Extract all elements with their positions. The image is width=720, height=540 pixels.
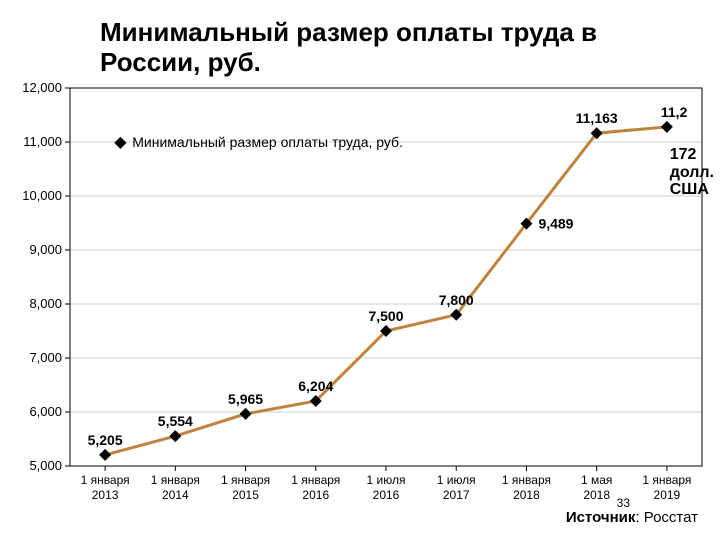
svg-text:9,000: 9,000 xyxy=(29,242,62,257)
svg-text:Минимальный размер оплаты труд: Минимальный размер оплаты труда, руб. xyxy=(132,134,403,150)
svg-text:1 января: 1 января xyxy=(81,473,130,487)
svg-text:9,489: 9,489 xyxy=(538,216,573,232)
svg-text:2016: 2016 xyxy=(302,488,329,502)
source-value: Росстат xyxy=(644,509,698,526)
svg-text:2013: 2013 xyxy=(92,488,119,502)
svg-text:1 января: 1 января xyxy=(151,473,200,487)
svg-text:1 января: 1 января xyxy=(221,473,270,487)
line-chart: 5,000 6,000 7,000 8,000 9,000 10,000 11,000 12,… xyxy=(0,0,720,540)
svg-text:2018: 2018 xyxy=(583,488,610,502)
svg-text:6,204: 6,204 xyxy=(298,378,333,394)
svg-text:1 января: 1 января xyxy=(502,473,551,487)
svg-text:1 июля: 1 июля xyxy=(367,473,406,487)
svg-text:2016: 2016 xyxy=(373,488,400,502)
svg-text:10,000: 10,000 xyxy=(22,188,62,203)
svg-text:11,163: 11,163 xyxy=(576,110,618,126)
svg-text:7,500: 7,500 xyxy=(368,308,403,324)
page-number: 33 xyxy=(617,496,630,510)
svg-text:11,000: 11,000 xyxy=(23,134,62,149)
svg-text:5,554: 5,554 xyxy=(158,413,193,429)
svg-text:1 мая: 1 мая xyxy=(581,473,612,487)
svg-text:8,000: 8,000 xyxy=(29,296,62,311)
svg-text:2017: 2017 xyxy=(443,488,470,502)
svg-text:6,000: 6,000 xyxy=(29,404,62,419)
svg-text:7,000: 7,000 xyxy=(29,350,62,365)
svg-text:2018: 2018 xyxy=(513,488,540,502)
source-label: Источник xyxy=(566,509,636,526)
svg-text:2015: 2015 xyxy=(232,488,259,502)
svg-text:5,205: 5,205 xyxy=(88,432,123,448)
svg-text:2014: 2014 xyxy=(162,488,189,502)
svg-text:2019: 2019 xyxy=(654,488,681,502)
svg-text:5,965: 5,965 xyxy=(228,391,263,407)
svg-text:12,000: 12,000 xyxy=(22,80,62,95)
svg-text:7,800: 7,800 xyxy=(439,292,474,308)
svg-text:1 января: 1 января xyxy=(642,473,691,487)
svg-text:1 июля: 1 июля xyxy=(437,473,476,487)
svg-text:◆: ◆ xyxy=(114,134,127,151)
svg-text:1 января: 1 января xyxy=(291,473,340,487)
svg-text:11,2: 11,2 xyxy=(661,104,688,120)
svg-text:5,000: 5,000 xyxy=(29,458,62,473)
usd-annotation: 172долл.США xyxy=(670,146,714,199)
source-line: Источник: Росстат xyxy=(566,509,698,526)
